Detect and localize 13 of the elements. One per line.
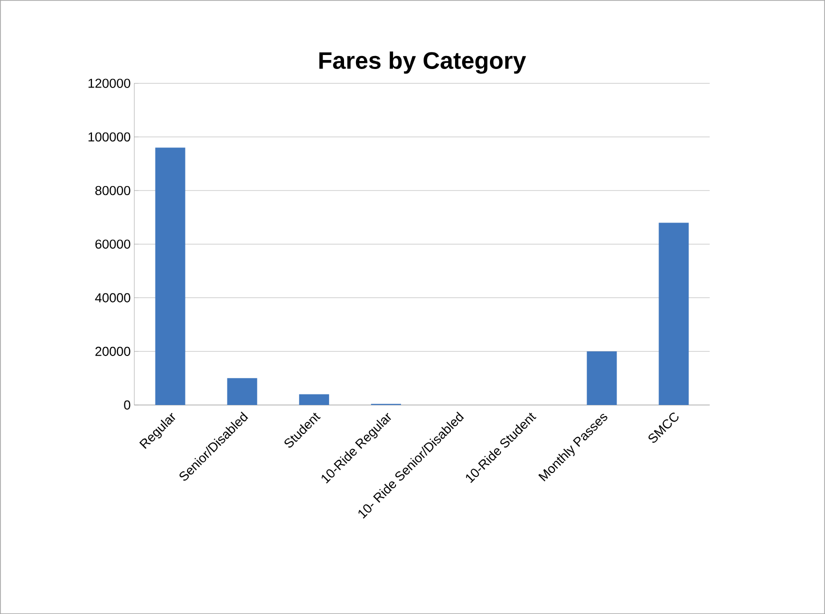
y-tick-label: 60000 (95, 239, 130, 249)
chart-title: Fares by Category (319, 51, 526, 74)
bar (155, 148, 186, 405)
bar (299, 394, 330, 405)
bar (658, 222, 689, 405)
y-tick-label: 100000 (88, 132, 130, 142)
y-tick-label: 20000 (95, 346, 130, 356)
y-tick-label: 0 (124, 400, 130, 410)
bar (227, 378, 258, 405)
bar (586, 351, 617, 405)
y-tick-label: 120000 (88, 78, 130, 88)
y-tick-label: 80000 (95, 186, 130, 196)
y-tick-label: 40000 (95, 293, 130, 302)
